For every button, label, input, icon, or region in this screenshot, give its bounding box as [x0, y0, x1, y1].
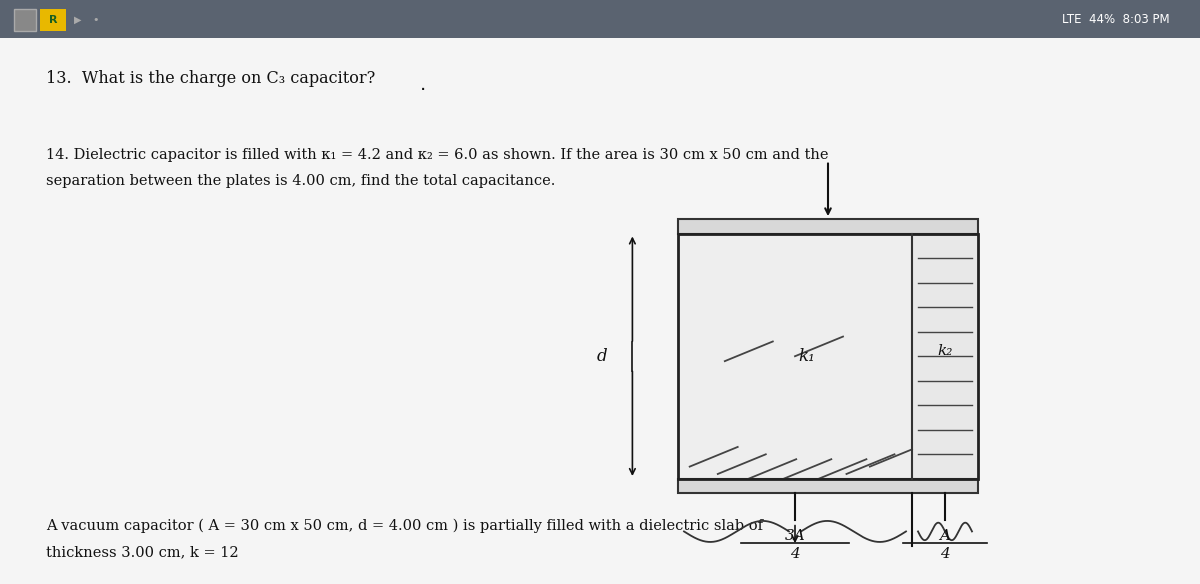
Text: .: . — [420, 75, 426, 94]
Bar — [0, 0, 1200, 38]
Text: A vacuum capacitor ( A = 30 cm x 50 cm, d = 4.00 cm ) is partially filled with a: A vacuum capacitor ( A = 30 cm x 50 cm, … — [46, 519, 763, 533]
Text: separation between the plates is 4.00 cm, find the total capacitance.: separation between the plates is 4.00 cm… — [46, 174, 554, 188]
Bar — [14, 9, 36, 31]
Text: ▶: ▶ — [74, 15, 82, 25]
Text: 14. Dielectric capacitor is filled with κ₁ = 4.2 and κ₂ = 6.0 as shown. If the a: 14. Dielectric capacitor is filled with … — [46, 148, 828, 162]
Text: 3A: 3A — [785, 529, 805, 543]
Bar — [678, 219, 978, 234]
Bar — [912, 234, 978, 479]
Bar — [40, 9, 66, 31]
Text: LTE  44%  8:03 PM: LTE 44% 8:03 PM — [1062, 13, 1170, 26]
Text: •: • — [92, 15, 100, 25]
Bar — [678, 479, 978, 493]
Text: k₂: k₂ — [937, 345, 953, 359]
Text: R: R — [48, 15, 58, 25]
Text: A: A — [940, 529, 950, 543]
Text: 4: 4 — [790, 547, 800, 561]
Text: thickness 3.00 cm, k = 12: thickness 3.00 cm, k = 12 — [46, 545, 239, 559]
Text: d: d — [598, 347, 607, 365]
Bar — [678, 234, 912, 479]
Text: 4: 4 — [940, 547, 950, 561]
Text: 13.  What is the charge on C₃ capacitor?: 13. What is the charge on C₃ capacitor? — [46, 70, 374, 88]
Bar — [678, 234, 978, 479]
Text: k₁: k₁ — [798, 347, 815, 365]
